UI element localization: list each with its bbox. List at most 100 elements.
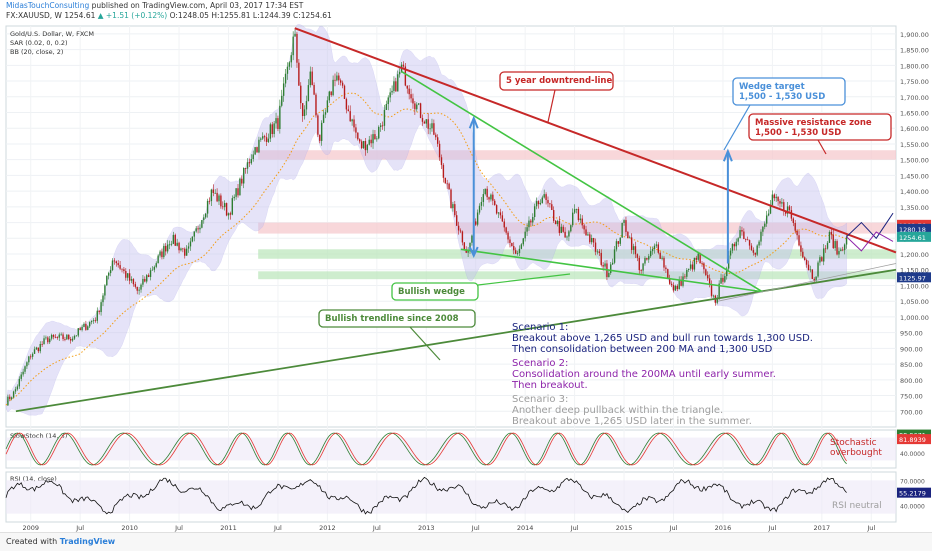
candle-body [670,283,673,286]
downtrend-callout: 5 year downtrend-line [499,71,614,91]
x-tick-label: 2014 [517,524,534,532]
candle-body [92,320,95,322]
candle-body [77,328,79,336]
wedge-target-callout-text: Wedge target [739,82,805,92]
candle-body [617,241,620,244]
scenario-2-text: Then breakout. [511,380,588,391]
candle-body [800,245,802,252]
candle-body [425,119,427,124]
stoch-value-text: 81.8939 [899,436,926,444]
candle-body [596,251,599,253]
candle-body [832,234,834,249]
y-tick-label: 850.00 [900,361,923,369]
candle-body [7,396,9,406]
candle-body [320,122,323,141]
price-label-tag [897,231,931,242]
candle-body [572,212,574,226]
candle-body [134,284,137,287]
candle-body [345,98,348,110]
y-tick-label: 1,900.00 [900,31,929,39]
candle-body [130,279,133,281]
candle-body [444,177,446,184]
candle-body [98,310,100,313]
candle-body [419,103,422,119]
candle-body [745,239,747,240]
candle-body [366,144,369,151]
candle-body [45,337,47,339]
candle-body [659,252,661,259]
candle-body [298,62,300,86]
candle-body [699,253,701,264]
candle-body [125,271,127,278]
candle-body [478,205,481,213]
candle-body [128,273,131,281]
publisher-name[interactable]: MidasTouchConsulting [6,1,90,10]
candle-body [233,196,235,199]
candle-body [102,295,104,303]
candle-body [632,246,635,250]
candle-body [819,257,821,263]
candle-body [511,242,513,247]
candle-body [575,208,578,210]
x-tick-label: 2009 [22,524,39,532]
candle-body [319,134,321,141]
candle-body [315,94,317,116]
candle-body [748,240,751,246]
candle-body [463,242,466,250]
candle-body [147,275,150,277]
candle-body [642,263,644,271]
symbol-line: FX:XAUUSD, W 1254.61 ▲ +1.51 (+0.12%) O:… [6,11,332,20]
candle-body [336,75,338,81]
candle-body [482,194,485,202]
candle-body [452,204,454,209]
candle-body [385,104,388,110]
y-tick-label: 1,750.00 [900,78,929,86]
candle-body [292,36,294,56]
candle-body [509,239,511,243]
x-tick-label: 2011 [220,524,237,532]
candle-body [746,239,749,241]
candle-body [726,268,728,277]
candle-body [828,231,831,243]
rsi-title: RSI (14, close) [10,475,57,483]
candle-body [193,231,195,237]
candle-body [752,250,755,253]
price-change: ▲ +1.51 (+0.12%) [97,11,168,20]
y-tick-label: 1,150.00 [900,267,929,275]
candle-body [724,276,726,282]
candle-body [621,222,623,238]
candle-body [667,269,669,279]
candle-body [545,194,547,201]
candle-body [712,295,715,297]
candle-body [651,249,654,252]
candle-body [332,79,334,96]
candle-body [303,109,306,117]
candle-body [503,221,505,228]
candle-body [533,206,536,218]
candle-body [459,230,462,232]
candle-body [229,213,232,215]
scenario-2-text: Scenario 2: [512,358,568,369]
tradingview-logo[interactable]: TradingView [59,537,116,546]
candle-body [830,231,833,235]
candle-body [88,322,91,327]
x-tick-label: 2017 [814,524,831,532]
y-tick-label: 1,000.00 [900,314,929,322]
candle-body [708,278,711,284]
stoch-annotation: Stochastic [830,438,877,448]
candle-body [368,139,370,145]
candle-body [695,257,698,260]
candle-body [398,71,401,75]
candle-body [758,241,760,246]
candle-body [81,326,83,331]
y-tick-label: 1,550.00 [900,141,929,149]
candle-body [412,98,414,104]
candle-body [433,123,435,135]
candle-body [294,33,296,37]
created-with-text: Created with [6,537,58,546]
candle-body [602,265,604,267]
candle-body [435,134,437,138]
candle-body [14,389,17,392]
resistance-pointer [817,139,827,155]
